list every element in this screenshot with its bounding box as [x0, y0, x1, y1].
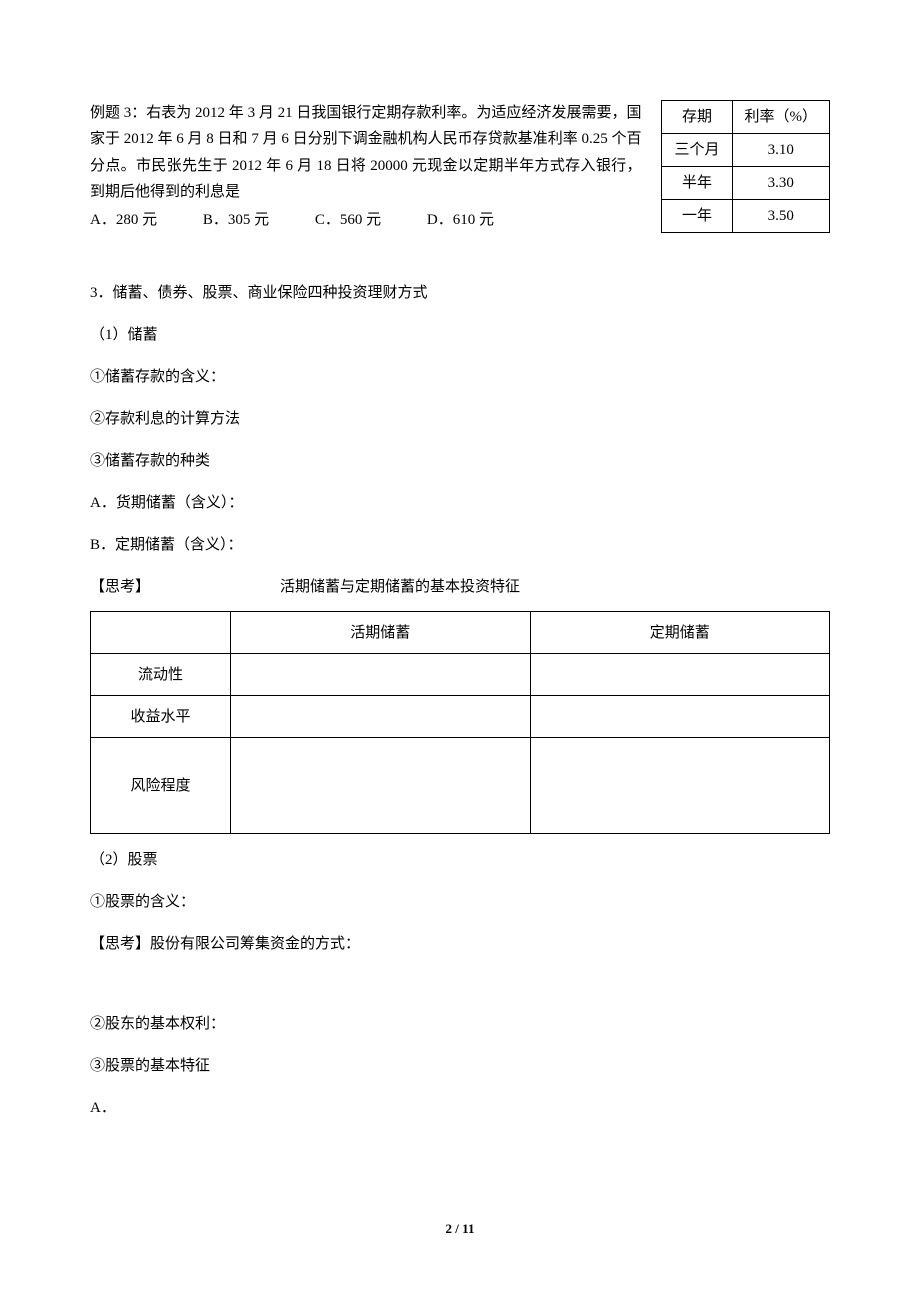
rate-cell-rate: 3.50 — [732, 200, 830, 233]
compare-cell — [530, 738, 830, 834]
compare-cell — [231, 696, 531, 738]
item-1-a: A．货期储蓄（含义）： — [90, 491, 830, 515]
item-1-2: ②存款利息的计算方法 — [90, 407, 830, 431]
option-a: A．280 元 — [90, 207, 157, 233]
item-2-1: ①股票的含义： — [90, 890, 830, 914]
item-1-3: ③储蓄存款的种类 — [90, 449, 830, 473]
rate-cell-term: 三个月 — [662, 134, 732, 167]
item-2-a: A． — [90, 1096, 830, 1120]
think-label: 【思考】 — [90, 575, 150, 599]
rate-cell-term: 一年 — [662, 200, 732, 233]
option-c: C．560 元 — [315, 207, 381, 233]
compare-cell — [530, 696, 830, 738]
compare-row-label: 风险程度 — [91, 738, 231, 834]
question-options: A．280 元 B．305 元 C．560 元 D．610 元 — [90, 207, 641, 233]
sub-1: （1）储蓄 — [90, 323, 830, 347]
item-1-b: B．定期储蓄（含义）： — [90, 533, 830, 557]
compare-row-label: 收益水平 — [91, 696, 231, 738]
rate-cell-term: 半年 — [662, 167, 732, 200]
page-number: 2 / 11 — [0, 1219, 920, 1240]
compare-header-fixed: 定期储蓄 — [530, 612, 830, 654]
compare-cell — [231, 738, 531, 834]
think-title: 活期储蓄与定期储蓄的基本投资特征 — [280, 575, 520, 599]
example-question-block: 例题 3：右表为 2012 年 3 月 21 日我国银行定期存款利率。为适应经济… — [90, 100, 830, 233]
rate-cell-rate: 3.30 — [732, 167, 830, 200]
item-2-2: ②股东的基本权利： — [90, 1012, 830, 1036]
sub-2: （2）股票 — [90, 848, 830, 872]
heading-3: 3．储蓄、债券、股票、商业保险四种投资理财方式 — [90, 281, 830, 305]
compare-header-demand: 活期储蓄 — [231, 612, 531, 654]
option-b: B．305 元 — [203, 207, 269, 233]
rate-cell-rate: 3.10 — [732, 134, 830, 167]
compare-cell — [530, 654, 830, 696]
interest-rate-table: 存期 利率（%） 三个月 3.10 半年 3.30 一年 3.50 — [661, 100, 830, 233]
compare-row-label: 流动性 — [91, 654, 231, 696]
think-2: 【思考】股份有限公司筹集资金的方式： — [90, 932, 830, 956]
compare-header-blank — [91, 612, 231, 654]
question-text: 例题 3：右表为 2012 年 3 月 21 日我国银行定期存款利率。为适应经济… — [90, 105, 641, 200]
compare-table: 活期储蓄 定期储蓄 流动性 收益水平 风险程度 — [90, 611, 830, 834]
option-d: D．610 元 — [427, 207, 494, 233]
question-text-wrap: 例题 3：右表为 2012 年 3 月 21 日我国银行定期存款利率。为适应经济… — [90, 100, 641, 233]
item-1-1: ①储蓄存款的含义： — [90, 365, 830, 389]
compare-cell — [231, 654, 531, 696]
item-2-3: ③股票的基本特征 — [90, 1054, 830, 1078]
rate-header-term: 存期 — [662, 101, 732, 134]
rate-header-rate: 利率（%） — [732, 101, 830, 134]
think-row: 【思考】 活期储蓄与定期储蓄的基本投资特征 — [90, 575, 830, 599]
